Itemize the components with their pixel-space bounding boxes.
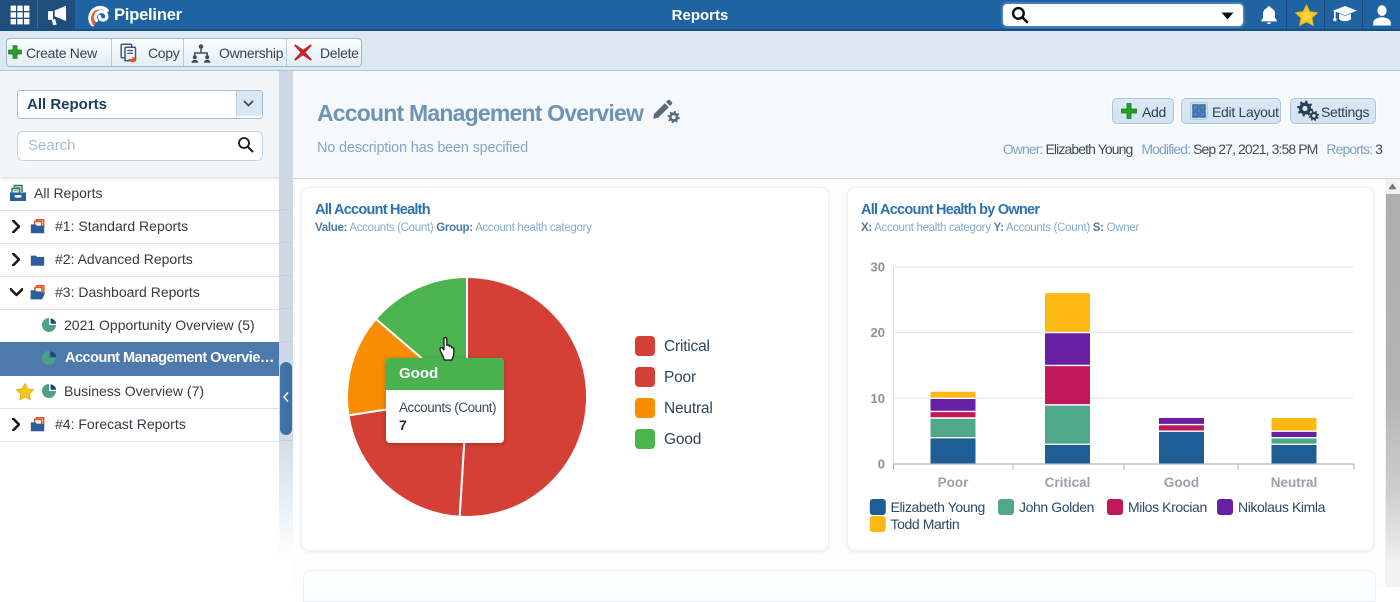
svg-text:20: 20 bbox=[871, 325, 885, 340]
svg-text:10: 10 bbox=[871, 391, 885, 406]
svg-text:Critical: Critical bbox=[1045, 475, 1091, 490]
svg-text:Milos Krocian: Milos Krocian bbox=[1128, 499, 1207, 515]
svg-text:Neutral: Neutral bbox=[1271, 475, 1318, 490]
svg-text:Nikolaus Kimla: Nikolaus Kimla bbox=[1238, 499, 1326, 515]
svg-text:0: 0 bbox=[878, 457, 885, 472]
svg-text:30: 30 bbox=[871, 260, 885, 275]
svg-text:Good: Good bbox=[1164, 475, 1199, 490]
svg-text:Poor: Poor bbox=[664, 369, 696, 386]
svg-text:John Golden: John Golden bbox=[1019, 499, 1094, 515]
svg-text:Neutral: Neutral bbox=[664, 400, 713, 417]
svg-text:Critical: Critical bbox=[664, 338, 710, 355]
svg-text:Todd Martin: Todd Martin bbox=[891, 516, 960, 532]
svg-text:Poor: Poor bbox=[938, 475, 969, 490]
svg-text:Elizabeth Young: Elizabeth Young bbox=[891, 499, 985, 515]
svg-text:Good: Good bbox=[664, 431, 701, 448]
